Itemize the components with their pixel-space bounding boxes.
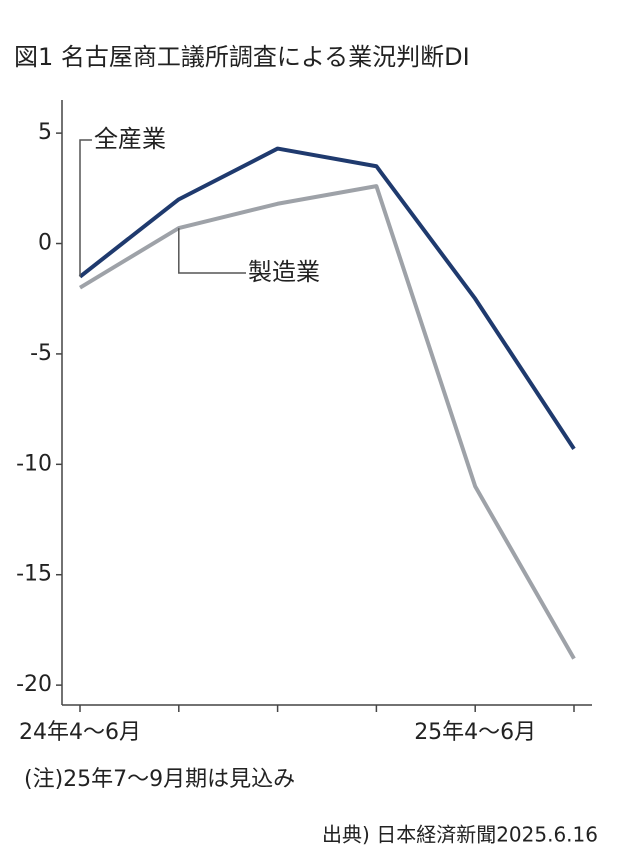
series-label: 全産業	[94, 125, 166, 153]
leader-line	[178, 228, 246, 274]
x-tick-label: 25年4～6月	[414, 720, 536, 745]
chart-title: 図1 名古屋商工議所調査による業況判断DI	[14, 43, 470, 71]
leader-line	[79, 139, 92, 277]
y-tick-label: -5	[30, 341, 52, 366]
x-tick-label: 24年4～6月	[19, 720, 141, 745]
series-line	[78, 146, 576, 450]
y-tick-label: -20	[16, 672, 52, 697]
source: 出典) 日本経済新聞2025.6.16	[322, 823, 598, 847]
y-tick-label: 0	[38, 231, 52, 256]
y-tick-label: 5	[38, 120, 52, 145]
series-line	[78, 184, 576, 660]
y-tick-label: -15	[16, 562, 52, 587]
y-tick-label: -10	[16, 451, 52, 476]
series-label: 製造業	[248, 258, 320, 286]
note: (注)25年7～9月期は見込み	[24, 767, 295, 792]
